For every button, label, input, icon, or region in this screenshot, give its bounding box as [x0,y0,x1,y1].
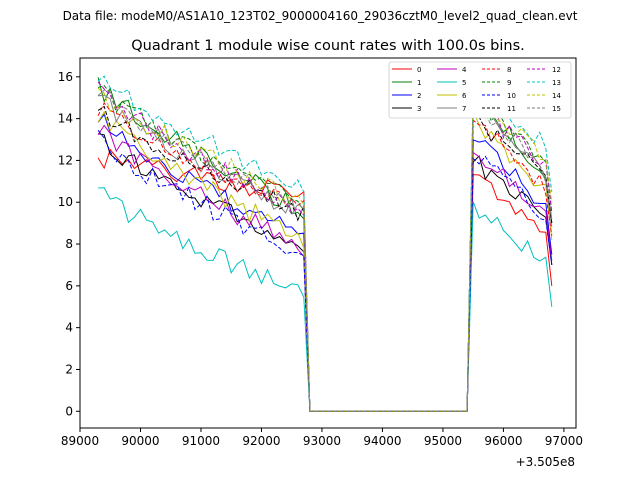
legend-label: 7 [462,105,466,113]
legend-label: 5 [462,79,466,87]
y-axis: 0 2 4 6 8 10 12 14 16 [58,70,80,418]
x-tick-label: 91000 [182,434,220,448]
legend-label: 9 [507,79,511,87]
y-tick-label: 14 [58,112,73,126]
series-line-14 [97,87,553,412]
y-tick-label: 16 [58,70,73,84]
y-tick-label: 10 [58,195,73,209]
axes-frame [79,57,577,429]
chart-title: Quadrant 1 module wise count rates with … [131,38,525,54]
y-tick-label: 8 [65,237,73,251]
series-layer [97,75,553,412]
legend-label: 4 [462,66,467,74]
series-line-0 [97,148,553,412]
series-line-4 [97,124,553,412]
series-line-8 [97,102,553,412]
y-tick-label: 4 [65,321,73,335]
legend-box [388,61,572,119]
x-tick-label: 89000 [61,434,99,448]
y-tick-label: 12 [58,153,73,167]
legend-label: 0 [417,66,421,74]
x-offset-label: +3.505e8 [516,455,575,469]
legend-label: 8 [507,66,511,74]
x-tick-label: 96000 [484,434,522,448]
x-tick-label: 93000 [303,434,341,448]
legend-label: 1 [417,79,421,87]
x-axis: 89000 90000 91000 92000 93000 94000 95000 96000… [61,428,583,448]
series-line-10 [97,129,553,412]
x-tick-label: 92000 [242,434,280,448]
legend-label: 14 [552,92,561,100]
legend-label: 10 [507,92,516,100]
series-line-5 [98,187,553,412]
series-line-13 [97,75,553,412]
series-line-11 [97,105,553,412]
x-tick-label: 94000 [363,434,401,448]
legend-label: 15 [552,105,561,113]
legend-label: 6 [462,92,467,100]
x-tick-label: 95000 [424,434,462,448]
series-line-15 [97,89,553,412]
y-tick-label: 6 [65,279,73,293]
legend-label: 2 [417,92,421,100]
y-tick-label: 2 [65,362,73,376]
y-tick-label: 0 [65,404,73,418]
series-line-9 [97,85,553,412]
x-tick-label: 90000 [121,434,159,448]
suptitle: Data file: modeM0/AS1A10_123T02_90000041… [63,9,578,23]
series-line-6 [97,109,553,412]
legend-label: 13 [552,79,561,87]
x-tick-label: 97000 [545,434,583,448]
legend-label: 3 [417,105,421,113]
legend-label: 11 [507,105,516,113]
legend-label: 12 [552,66,561,74]
